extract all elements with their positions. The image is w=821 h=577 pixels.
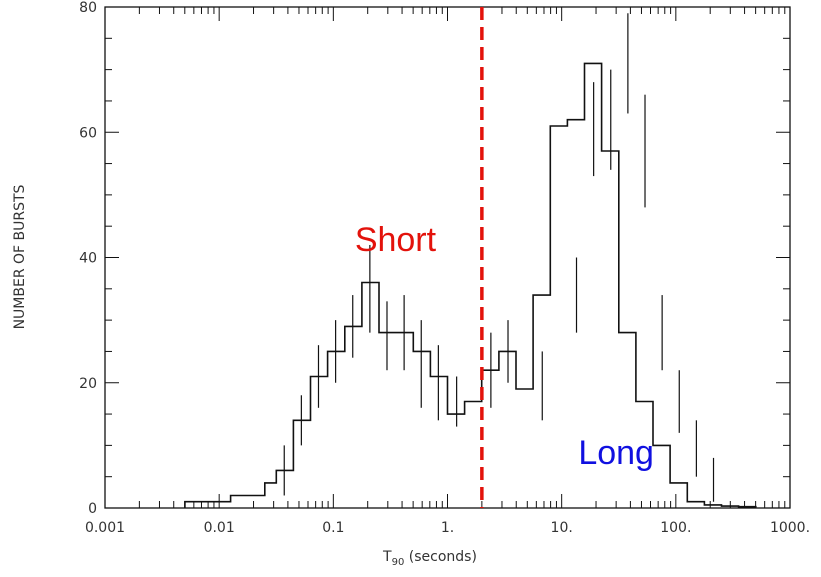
axes-frame	[104, 6, 791, 509]
x-tick-label: 0.1	[322, 520, 344, 536]
minor-ticks	[104, 6, 790, 509]
x-tick-label: 100.	[660, 520, 691, 536]
x-tick-label: 1.	[441, 520, 454, 536]
annotation-long: Long	[578, 434, 654, 472]
x-axis-title-main: T	[382, 549, 392, 565]
x-tick-labels: 0.001 0.01 0.1 1. 10. 100. 1000.	[85, 520, 810, 536]
annotation-short: Short	[355, 221, 437, 259]
histogram-step-line	[184, 62, 757, 508]
x-tick-label: 1000.	[770, 520, 810, 536]
y-tick-label: 60	[79, 125, 97, 141]
y-tick-label: 80	[79, 0, 97, 16]
y-axis-title: NUMBER OF BURSTS	[12, 184, 28, 329]
y-tick-labels: 0 20 40 60 80	[79, 0, 97, 517]
y-tick-label: 20	[79, 376, 97, 392]
y-tick-label: 40	[79, 251, 97, 267]
y-tick-label: 0	[88, 501, 97, 517]
x-axis-title: T90 (seconds)	[382, 549, 477, 568]
plot-frame	[104, 6, 791, 509]
x-axis-title-subscript: 90	[392, 557, 405, 568]
x-tick-label: 0.001	[85, 520, 125, 536]
x-axis-title-suffix: (seconds)	[404, 549, 477, 565]
x-tick-label: 10.	[551, 520, 573, 536]
x-tick-label: 0.01	[204, 520, 235, 536]
error-bars	[283, 13, 715, 502]
